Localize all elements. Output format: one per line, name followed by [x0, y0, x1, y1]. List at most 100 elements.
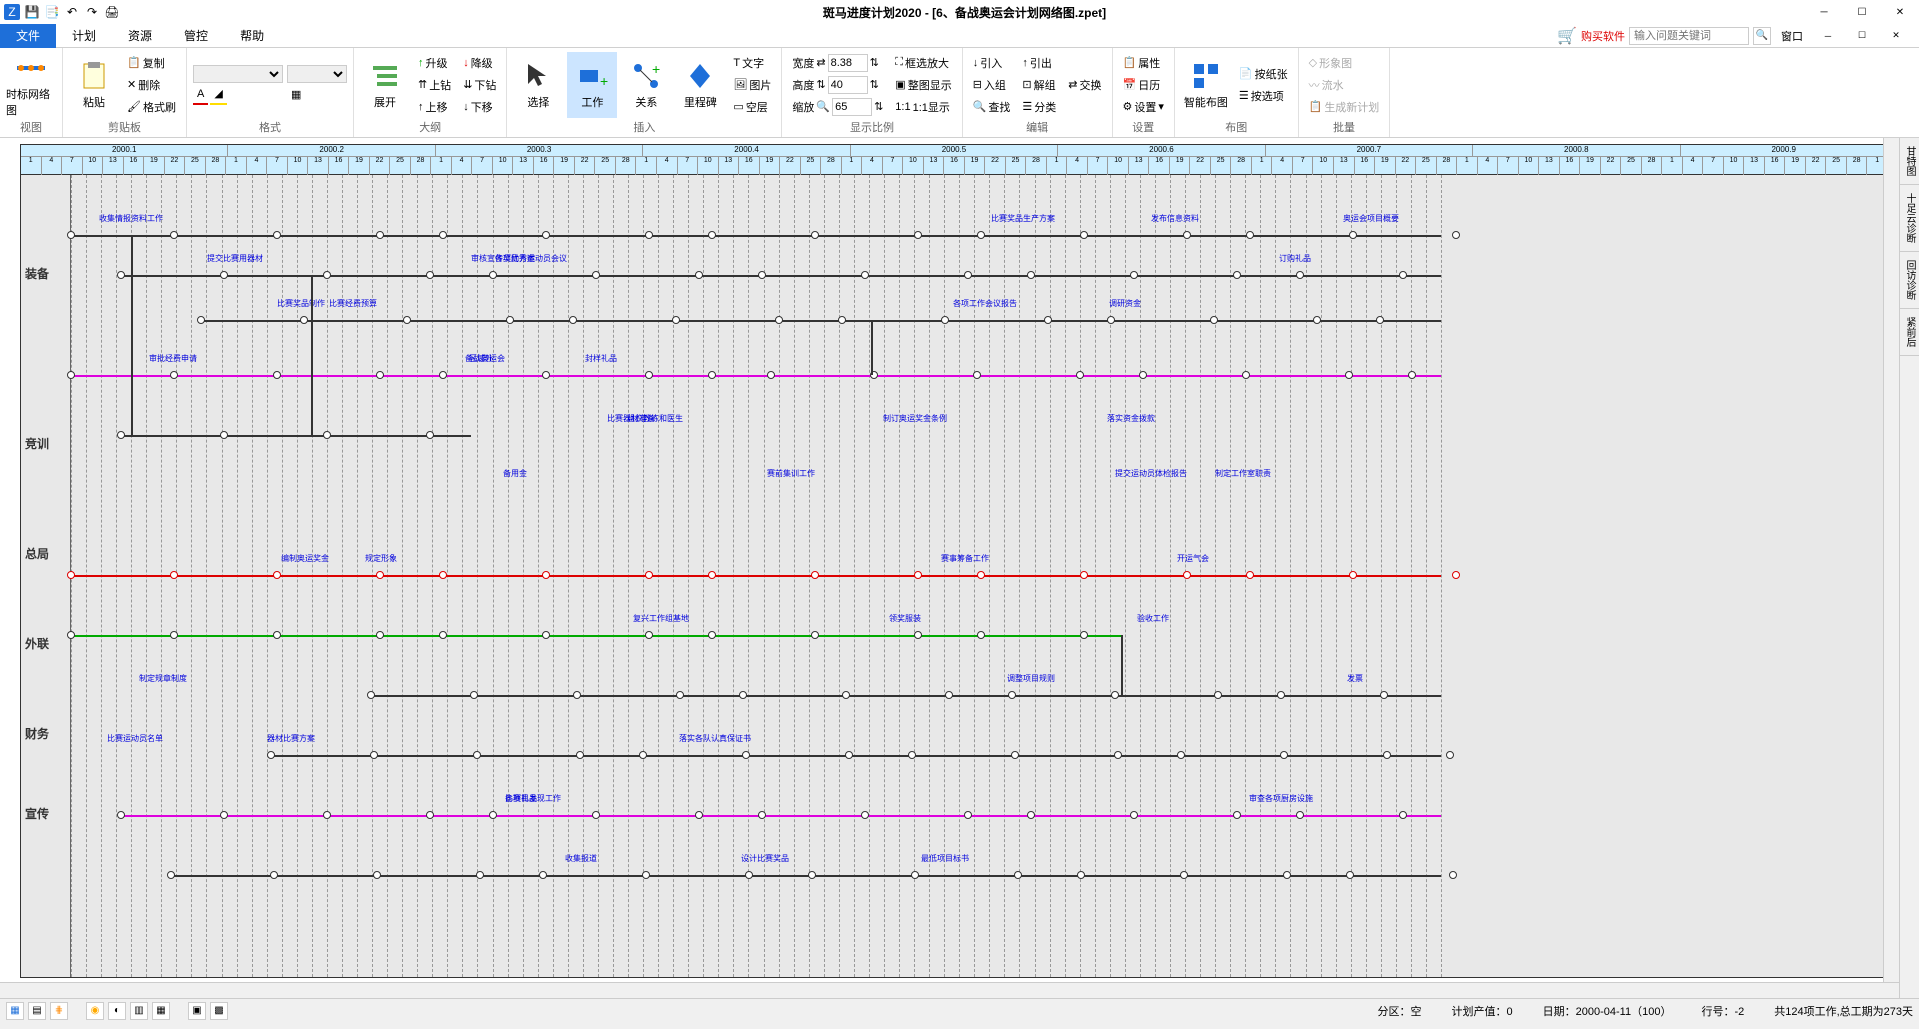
task-node[interactable]	[376, 571, 384, 579]
task-node[interactable]	[470, 691, 478, 699]
task-node[interactable]	[576, 751, 584, 759]
view2-icon[interactable]: ▤	[28, 1002, 46, 1020]
task-node[interactable]	[639, 751, 647, 759]
task-node[interactable]	[672, 316, 680, 324]
task-bar[interactable]	[121, 815, 1441, 817]
task-node[interactable]	[964, 271, 972, 279]
task-node[interactable]	[117, 271, 125, 279]
task-node[interactable]	[439, 231, 447, 239]
task-node[interactable]	[323, 271, 331, 279]
task-node[interactable]	[439, 631, 447, 639]
task-node[interactable]	[323, 811, 331, 819]
task-node[interactable]	[592, 271, 600, 279]
task-node[interactable]	[1233, 811, 1241, 819]
task-node[interactable]	[645, 371, 653, 379]
task-node[interactable]	[861, 271, 869, 279]
task-node[interactable]	[708, 371, 716, 379]
delete-button[interactable]: ✕删除	[123, 75, 180, 95]
task-node[interactable]	[273, 631, 281, 639]
task-node[interactable]	[1008, 691, 1016, 699]
task-node[interactable]	[489, 271, 497, 279]
tab-file[interactable]: 文件	[0, 24, 56, 48]
select-button[interactable]: 选择	[513, 52, 563, 118]
task-node[interactable]	[1399, 811, 1407, 819]
task-node[interactable]	[473, 751, 481, 759]
task-node[interactable]	[1044, 316, 1052, 324]
task-node[interactable]	[811, 571, 819, 579]
task-node[interactable]	[1277, 691, 1285, 699]
view5-icon[interactable]: ◐	[108, 1002, 126, 1020]
right-tab-pred[interactable]: 紧前后	[1900, 309, 1919, 356]
view8-icon[interactable]: ▣	[188, 1002, 206, 1020]
task-node[interactable]	[708, 631, 716, 639]
actual-button[interactable]: 1:11:1显示	[891, 97, 955, 117]
task-node[interactable]	[1399, 271, 1407, 279]
task-node[interactable]	[1214, 691, 1222, 699]
tab-plan[interactable]: 计划	[56, 24, 112, 48]
task-node[interactable]	[708, 571, 716, 579]
task-node[interactable]	[1130, 271, 1138, 279]
font-color-button[interactable]: A	[193, 85, 208, 105]
task-node[interactable]	[1014, 871, 1022, 879]
text-button[interactable]: T文字	[729, 53, 775, 73]
print-icon[interactable]: 🖨	[104, 4, 120, 20]
task-node[interactable]	[642, 871, 650, 879]
task-node[interactable]	[542, 371, 550, 379]
task-node[interactable]	[739, 691, 747, 699]
task-node[interactable]	[1449, 871, 1457, 879]
task-node[interactable]	[1380, 691, 1388, 699]
app-icon[interactable]: Z	[4, 4, 20, 20]
view9-icon[interactable]: ▩	[210, 1002, 228, 1020]
task-node[interactable]	[270, 871, 278, 879]
task-node[interactable]	[67, 371, 75, 379]
scrollbar-vertical[interactable]	[1883, 138, 1899, 982]
task-node[interactable]	[767, 371, 775, 379]
relation-button[interactable]: +关系	[621, 52, 671, 118]
task-node[interactable]	[506, 316, 514, 324]
task-node[interactable]	[1349, 231, 1357, 239]
task-node[interactable]	[439, 371, 447, 379]
task-node[interactable]	[775, 316, 783, 324]
task-node[interactable]	[117, 811, 125, 819]
task-node[interactable]	[861, 811, 869, 819]
properties-button[interactable]: 📋属性	[1119, 53, 1168, 73]
task-node[interactable]	[973, 371, 981, 379]
task-node[interactable]	[842, 691, 850, 699]
task-node[interactable]	[373, 871, 381, 879]
task-node[interactable]	[1011, 751, 1019, 759]
task-node[interactable]	[1177, 751, 1185, 759]
minimize-button[interactable]: ─	[1809, 2, 1839, 22]
task-node[interactable]	[676, 691, 684, 699]
task-node[interactable]	[1107, 316, 1115, 324]
task-node[interactable]	[1080, 631, 1088, 639]
task-node[interactable]	[914, 631, 922, 639]
task-node[interactable]	[1130, 811, 1138, 819]
task-node[interactable]	[542, 571, 550, 579]
task-node[interactable]	[645, 231, 653, 239]
drillup-button[interactable]: ⇈上钻	[414, 75, 455, 95]
tab-help[interactable]: 帮助	[224, 24, 280, 48]
task-bar[interactable]	[121, 435, 471, 437]
task-node[interactable]	[476, 871, 484, 879]
task-node[interactable]	[742, 751, 750, 759]
task-node[interactable]	[542, 231, 550, 239]
task-node[interactable]	[1296, 271, 1304, 279]
task-node[interactable]	[1408, 371, 1416, 379]
maximize-button[interactable]: ☐	[1847, 2, 1877, 22]
zoom-input[interactable]	[832, 98, 872, 116]
task-node[interactable]	[426, 431, 434, 439]
task-node[interactable]	[539, 871, 547, 879]
scrollbar-horizontal[interactable]	[0, 982, 1899, 998]
redo-icon[interactable]: ↷	[84, 4, 100, 20]
task-node[interactable]	[170, 371, 178, 379]
right-tab-cloud[interactable]: 十足云诊断	[1900, 185, 1919, 252]
task-node[interactable]	[300, 316, 308, 324]
child-min-button[interactable]: ─	[1813, 26, 1843, 46]
task-node[interactable]	[273, 231, 281, 239]
task-node[interactable]	[914, 571, 922, 579]
task-node[interactable]	[1345, 371, 1353, 379]
format-painter-button[interactable]: 🖌格式刷	[123, 97, 180, 117]
task-node[interactable]	[758, 811, 766, 819]
cart-icon[interactable]: 🛒	[1557, 26, 1577, 46]
task-button[interactable]: +工作	[567, 52, 617, 118]
